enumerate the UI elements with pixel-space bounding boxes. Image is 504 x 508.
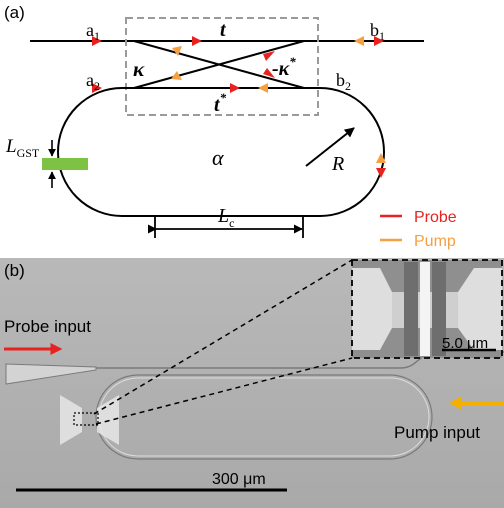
input-taper <box>5 363 97 385</box>
sem-racetrack-inner <box>98 377 430 457</box>
electrode-pad-right <box>97 395 119 445</box>
panel-a-label: (a) <box>4 3 25 22</box>
label-r: R <box>331 153 344 175</box>
pump-input-arrow <box>449 396 504 410</box>
gst-section <box>42 158 88 170</box>
label-neg-kappa-conj: -κ* <box>272 54 296 80</box>
label-t: t <box>220 19 227 41</box>
racetrack-ring <box>57 87 385 217</box>
label-t-conj: t* <box>214 90 227 116</box>
label-kappa: κ <box>133 57 145 81</box>
probe-arrow-b1 <box>374 36 384 46</box>
inset-gap-right <box>432 262 446 356</box>
port-a1: a1 <box>86 20 100 43</box>
legend: Probe Pump <box>380 209 457 250</box>
inset-right-electrode <box>458 268 502 350</box>
radius-arrow <box>305 127 355 167</box>
legend-probe-label: Probe <box>414 209 457 226</box>
label-l-gst: LGST <box>5 136 40 160</box>
cross-line-2 <box>133 40 305 89</box>
inset-border <box>351 259 503 359</box>
probe-arrow-bottom <box>92 83 102 93</box>
inset-waveguide <box>420 262 430 356</box>
panel-b: (b) 5.0 μm Probe input <box>0 258 504 508</box>
inset-gap-left <box>404 262 418 356</box>
probe-arrow-ring-right <box>376 168 386 178</box>
pump-arrow-ring-right <box>376 153 386 163</box>
electrode-pad-left <box>60 395 82 445</box>
coupler-box <box>125 17 319 116</box>
port-a2: a2 <box>86 70 100 93</box>
probe-arrow-top <box>192 36 202 46</box>
panel-b-label: (b) <box>4 261 25 280</box>
main-scale-label: 300 μm <box>212 471 266 488</box>
inset-scale-label: 5.0 μm <box>442 335 488 352</box>
port-b2: b2 <box>336 70 351 93</box>
label-alpha: α <box>212 145 224 170</box>
pump-arrow-cross-1 <box>172 46 182 56</box>
probe-arrows <box>92 36 386 178</box>
legend-pump-label: Pump <box>414 233 456 250</box>
inset: 5.0 μm <box>351 259 503 359</box>
port-b1: b1 <box>370 20 385 43</box>
probe-arrow-bottom-2 <box>230 83 240 93</box>
pump-arrows <box>171 36 386 163</box>
pump-arrow-b1 <box>354 36 364 46</box>
pump-arrow-cross-2 <box>171 71 182 80</box>
probe-arrow-cross-1 <box>263 51 275 61</box>
sem-racetrack-outer <box>95 374 433 460</box>
pump-input-label: Pump input <box>394 423 480 442</box>
label-lc: Lc <box>217 205 234 230</box>
inset-left-electrode <box>352 268 392 350</box>
probe-input-label: Probe input <box>4 317 91 336</box>
panel-a: (a) a1 b1 a <box>4 3 457 250</box>
probe-arrow-cross-2 <box>263 68 275 78</box>
probe-arrow-a1 <box>92 36 102 46</box>
gst-region-box <box>73 412 99 426</box>
zoom-line-bottom <box>95 357 353 425</box>
pump-arrow-bottom <box>258 83 268 93</box>
